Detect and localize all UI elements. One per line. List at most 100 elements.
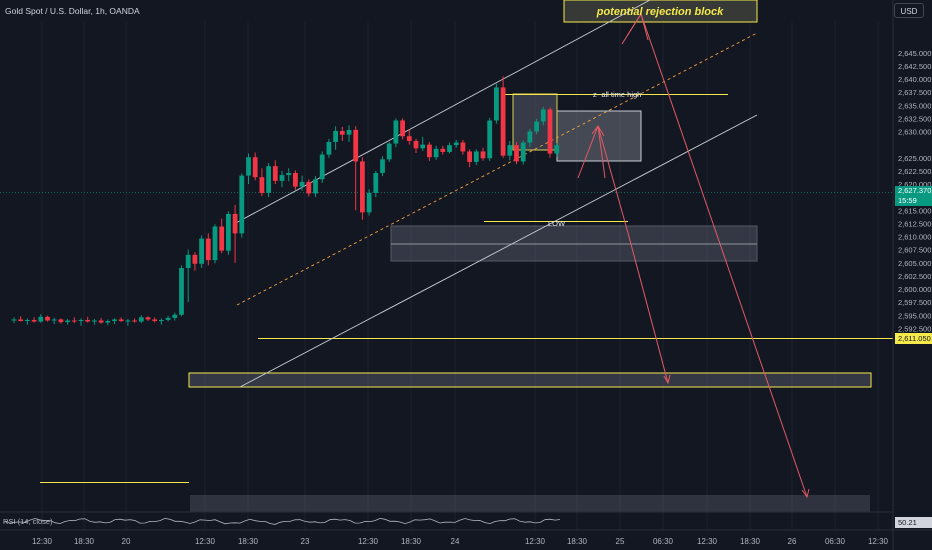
ath-label: z- all time high: [593, 90, 641, 99]
candle-body: [299, 181, 305, 187]
candle-body: [125, 320, 131, 322]
time-tick: 12:30: [358, 537, 379, 546]
rsi-value-tag: 50.21: [895, 517, 932, 528]
candle-body: [413, 140, 419, 149]
candle-body: [138, 317, 144, 322]
candle-body: [520, 142, 526, 162]
candle-body: [18, 319, 24, 322]
candle-body: [313, 179, 318, 194]
candle-body: [259, 177, 265, 193]
price-tick: 2,622.500: [898, 167, 931, 176]
candle-body: [272, 166, 278, 181]
candle-body: [333, 130, 338, 142]
candle-body: [319, 154, 325, 180]
candle-body: [534, 121, 539, 132]
demand-zone: [390, 225, 758, 262]
price-tick: 2,607.500: [898, 246, 931, 255]
candle-body: [373, 172, 379, 193]
candle-body: [212, 226, 218, 261]
time-tick: 06:30: [653, 537, 674, 546]
rejection-label: potential rejection block: [596, 6, 724, 18]
candle-body: [31, 319, 37, 322]
rejection-link-head: [626, 12, 649, 41]
candle-body: [353, 129, 359, 162]
candle-body: [480, 151, 486, 159]
candle-body: [507, 145, 513, 156]
candle-body: [205, 238, 211, 261]
candle-body: [45, 316, 50, 321]
candle-body: [85, 319, 91, 322]
candle-body: [239, 175, 245, 234]
candle-body: [132, 320, 137, 322]
candle-body: [286, 172, 292, 176]
candle-body: [433, 148, 439, 158]
channel-upper: [233, 0, 651, 225]
bar-countdown: 15:59: [898, 196, 917, 205]
candle-body: [514, 145, 519, 162]
annotations-layer: potential rejection block z- all time hig…: [548, 6, 810, 499]
price-tick: 2,612.500: [898, 219, 931, 228]
candle-body: [165, 317, 171, 320]
long-arrow-head: [801, 488, 810, 499]
time-tick: 20: [122, 537, 131, 546]
candle-body: [25, 319, 30, 322]
price-tick: 2,640.000: [898, 75, 931, 84]
trend-channel: [233, 0, 758, 388]
time-tick: 12:30: [525, 537, 546, 546]
candle-body: [159, 319, 164, 322]
candle-body: [406, 136, 412, 141]
price-tick: 2,645.000: [898, 49, 931, 58]
time-tick: 18:30: [740, 537, 761, 546]
candle-body: [279, 175, 285, 181]
time-tick: 18:30: [74, 537, 95, 546]
candle-body: [346, 129, 352, 135]
candle-body: [440, 148, 446, 152]
candle-body: [420, 144, 426, 149]
candle-body: [65, 320, 70, 323]
candle-body: [339, 130, 345, 135]
time-tick: 24: [451, 537, 460, 546]
mid-arrow: [597, 125, 669, 384]
price-tick: 2,600.000: [898, 285, 931, 294]
candle-body: [172, 314, 178, 318]
price-tick: 2,602.500: [898, 272, 931, 281]
candle-body: [380, 159, 385, 173]
candle-body: [400, 120, 405, 137]
candle-body: [192, 254, 198, 264]
current-price-tag: 2,627.370 15:59: [895, 186, 932, 206]
bottom-zone: [190, 495, 870, 512]
mid-arrow-head: [663, 374, 671, 385]
price-tick: 2,635.000: [898, 101, 931, 110]
price-tick: 2,592.500: [898, 324, 931, 333]
currency-button[interactable]: USD: [894, 3, 924, 18]
candle-body: [71, 320, 77, 322]
candle-body: [112, 319, 117, 322]
candle-body: [473, 151, 479, 162]
candle-body: [527, 131, 533, 143]
candle-body: [547, 109, 553, 154]
candle-body: [540, 109, 546, 122]
rsi-line: [4, 517, 561, 525]
time-tick: 23: [301, 537, 310, 546]
price-tick: 2,625.000: [898, 154, 931, 163]
candle-body: [360, 161, 365, 213]
candle-body: [78, 319, 84, 322]
candle-body: [199, 238, 204, 264]
price-tick: 2,615.000: [898, 206, 931, 215]
channel-lower: [239, 114, 758, 388]
price-tick: 2,595.000: [898, 311, 931, 320]
candle-body: [393, 120, 399, 144]
time-tick: 25: [616, 537, 625, 546]
candle-body: [293, 172, 298, 187]
candle-body: [185, 254, 191, 268]
time-tick: 26: [788, 537, 797, 546]
candle-body: [427, 144, 432, 158]
candle-body: [11, 319, 17, 321]
candle-body: [232, 213, 238, 234]
candle-body: [453, 142, 459, 146]
candle-body: [326, 142, 332, 155]
price-tick: 2,610.000: [898, 233, 931, 242]
long-arrow: [640, 13, 808, 498]
price-tick: 2,632.500: [898, 114, 931, 123]
